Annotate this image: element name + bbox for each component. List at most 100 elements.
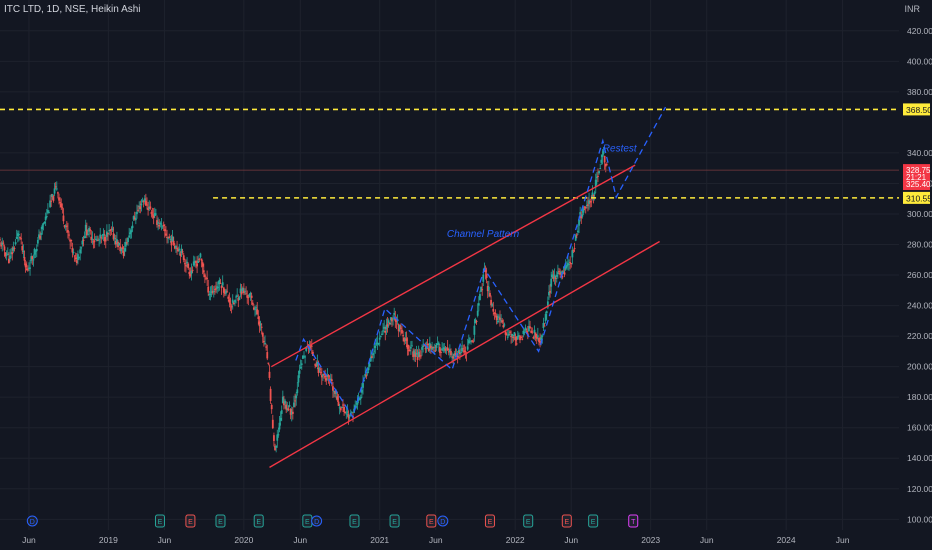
candle-body — [329, 378, 332, 381]
candle-body — [142, 201, 145, 203]
candle-body — [6, 253, 9, 255]
candle-body — [375, 343, 378, 345]
candle-body — [219, 282, 222, 284]
price-tick-label: 240.00 — [907, 301, 932, 311]
candle-body — [317, 367, 320, 373]
price-tick-label: 300.00 — [907, 209, 932, 219]
last-price-text: 325.40 — [906, 180, 931, 189]
candle-body — [404, 338, 407, 341]
candle-body — [467, 340, 470, 344]
time-tick-label: Jun — [429, 535, 443, 545]
candle-body — [435, 343, 438, 348]
candle-body — [366, 371, 369, 373]
candle-body — [293, 402, 295, 408]
candle-body — [80, 247, 83, 249]
candle-body — [295, 395, 298, 399]
candle-body — [146, 204, 148, 206]
candle-body — [122, 250, 125, 256]
candle-body — [563, 272, 566, 275]
candle-body — [205, 277, 207, 279]
earnings-event-marker — [588, 514, 599, 528]
candle-body — [394, 317, 397, 322]
candle-body — [411, 345, 413, 347]
event-marker-label: E — [158, 519, 163, 526]
candle-body — [440, 351, 442, 353]
candle-body — [36, 240, 39, 244]
candle-body — [408, 350, 411, 352]
candle-body — [510, 335, 513, 338]
candle-body — [330, 379, 333, 382]
candle-body — [309, 345, 312, 347]
candle-body — [190, 270, 193, 274]
candle-body — [509, 331, 511, 333]
candle-body — [131, 225, 134, 229]
event-marker-label: E — [429, 519, 434, 526]
price-tick-label: 120.00 — [907, 484, 932, 494]
candle-body — [121, 247, 124, 249]
earnings-event-marker — [349, 514, 360, 528]
candle-body — [347, 414, 350, 419]
candle-body — [504, 330, 507, 335]
candle-body — [444, 348, 447, 351]
price-tick-label: 400.00 — [907, 56, 932, 66]
candle-body — [179, 253, 182, 257]
candle-body — [480, 286, 482, 292]
candle-body — [182, 255, 185, 260]
candle-body — [572, 250, 575, 252]
candle-body — [381, 333, 383, 335]
candle-body — [470, 340, 472, 342]
candle-body — [385, 324, 388, 330]
candle-body — [238, 297, 241, 300]
candle-body — [288, 405, 291, 407]
candle-body — [418, 355, 421, 357]
candle-body — [171, 236, 174, 242]
candle-body — [156, 220, 158, 225]
candle-body — [55, 188, 58, 190]
earnings-event-marker — [154, 514, 165, 528]
candle-body — [413, 350, 416, 355]
candle-body — [228, 299, 231, 303]
candle-body — [61, 207, 64, 209]
candle-body — [119, 246, 122, 252]
candle-body — [198, 258, 201, 260]
price-tick-label: 420.00 — [907, 26, 932, 36]
candle-body — [477, 303, 480, 306]
candle-body — [588, 200, 590, 205]
candle-body — [28, 267, 30, 270]
candle-body — [62, 215, 65, 222]
candle-body — [175, 245, 177, 249]
candle-body — [320, 375, 323, 378]
candle-body — [140, 203, 143, 206]
candle-body — [235, 296, 237, 298]
candle-body — [474, 319, 477, 323]
candle-body — [355, 406, 358, 408]
candle-body — [176, 248, 178, 250]
candle-body — [20, 238, 23, 240]
candle-body — [346, 411, 349, 413]
candle-body — [430, 345, 432, 349]
time-tick-label: 2021 — [370, 535, 389, 545]
candle-body — [269, 388, 272, 401]
candle-body — [133, 217, 136, 220]
candle-body — [128, 235, 131, 238]
candle-body — [475, 320, 478, 322]
candle-body — [264, 342, 266, 344]
candle-body — [245, 293, 247, 295]
candle-body — [356, 402, 359, 405]
candle-body — [446, 347, 449, 351]
candle-body — [338, 407, 341, 409]
candle-body — [254, 308, 256, 310]
candle-body — [94, 238, 97, 240]
candle-body — [202, 270, 205, 273]
candle-body — [577, 230, 579, 233]
candle-body — [172, 240, 175, 245]
candle-body — [63, 225, 66, 227]
candle-body — [159, 222, 162, 225]
candle-body — [244, 291, 246, 293]
candle-body — [363, 380, 366, 382]
candle-body — [345, 413, 348, 415]
candle-body — [535, 336, 538, 339]
candle-body — [603, 155, 606, 163]
level-price-tag — [903, 191, 930, 204]
